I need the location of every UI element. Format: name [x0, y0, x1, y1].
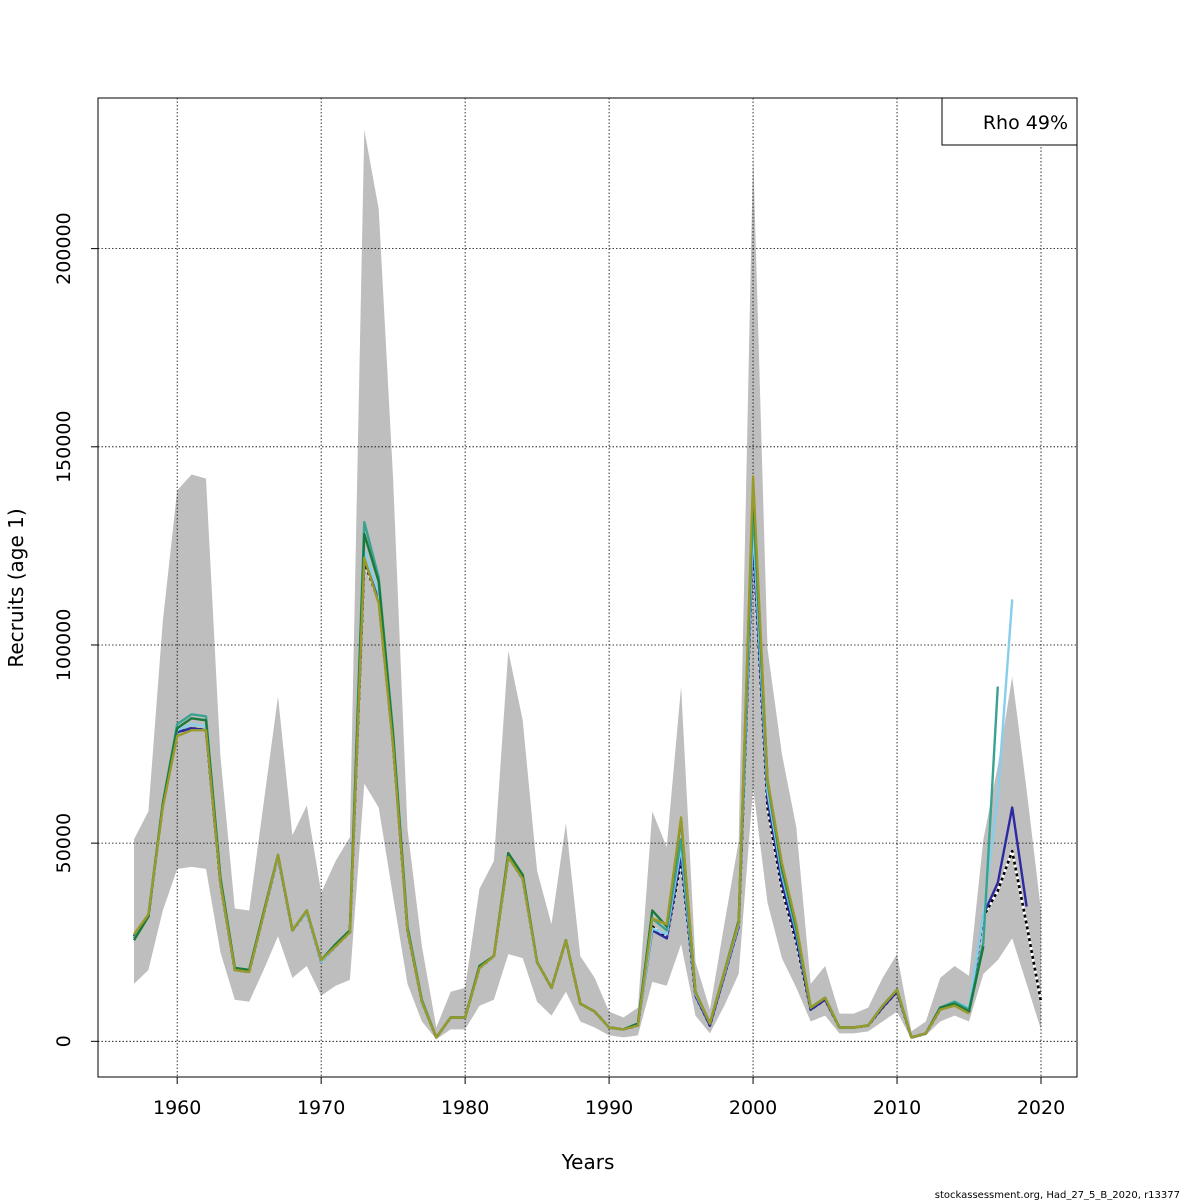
x-axis: 1960 1970 1980 1990 2000 2010 2020 [153, 1076, 1065, 1119]
footer-credit: stockassessment.org, Had_27_5_B_2020, r1… [935, 1190, 1180, 1200]
y-axis: 0 50000 100000 150000 200000 [53, 212, 99, 1047]
legend-frame [941, 97, 1078, 146]
x-tick-label: 1960 [153, 1097, 201, 1119]
x-tick-label: 2010 [873, 1097, 921, 1119]
x-axis-title: Years [561, 1150, 615, 1174]
y-tick-label: 200000 [53, 212, 75, 285]
series-line-5 [133, 475, 970, 1039]
y-tick-label: 0 [53, 1035, 75, 1047]
series-layer [132, 475, 1043, 1039]
confidence-band-layer [134, 129, 1041, 1040]
legend-text: Rho 49% [983, 112, 1068, 134]
y-tick-label: 150000 [53, 411, 75, 484]
x-tick-label: 1980 [441, 1097, 489, 1119]
y-tick-label: 50000 [53, 813, 75, 873]
confidence-band [134, 129, 1041, 1040]
grid-layer [98, 98, 1077, 1077]
y-axis-title: Recruits (age 1) [4, 508, 28, 667]
x-tick-label: 2020 [1017, 1097, 1065, 1119]
x-tick-label: 1970 [297, 1097, 345, 1119]
x-tick-label: 1990 [585, 1097, 633, 1119]
legend-box: Rho 49% [941, 97, 1078, 146]
x-tick-label: 2000 [729, 1097, 777, 1119]
y-tick-label: 100000 [53, 609, 75, 682]
